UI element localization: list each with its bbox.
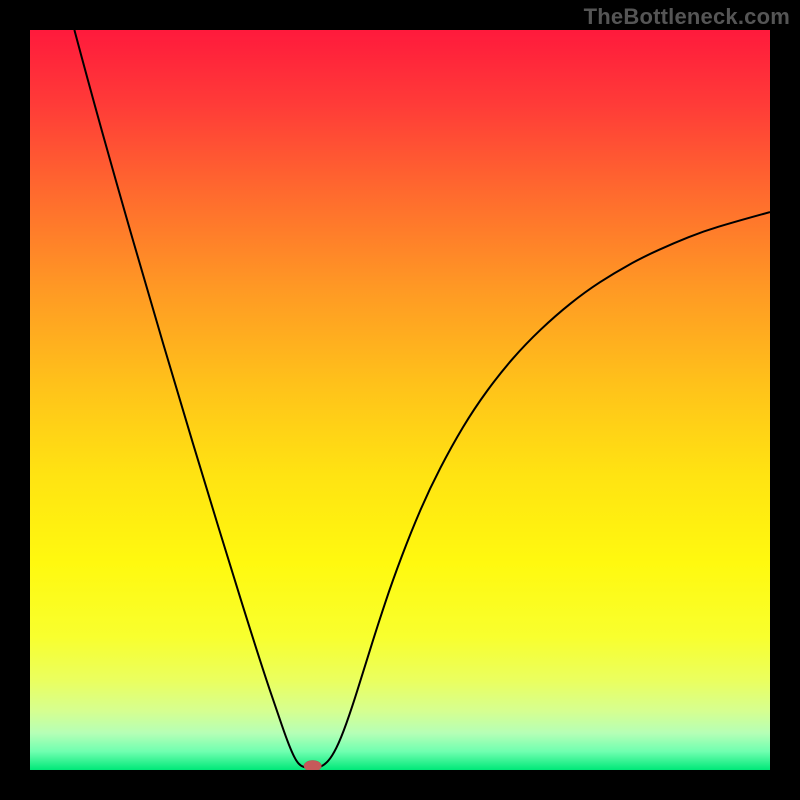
watermark-text: TheBottleneck.com	[584, 4, 790, 30]
chart-svg	[30, 30, 770, 770]
min-marker	[304, 760, 322, 770]
outer-frame: TheBottleneck.com	[0, 0, 800, 800]
plot-area	[30, 30, 770, 770]
chart-background	[30, 30, 770, 770]
